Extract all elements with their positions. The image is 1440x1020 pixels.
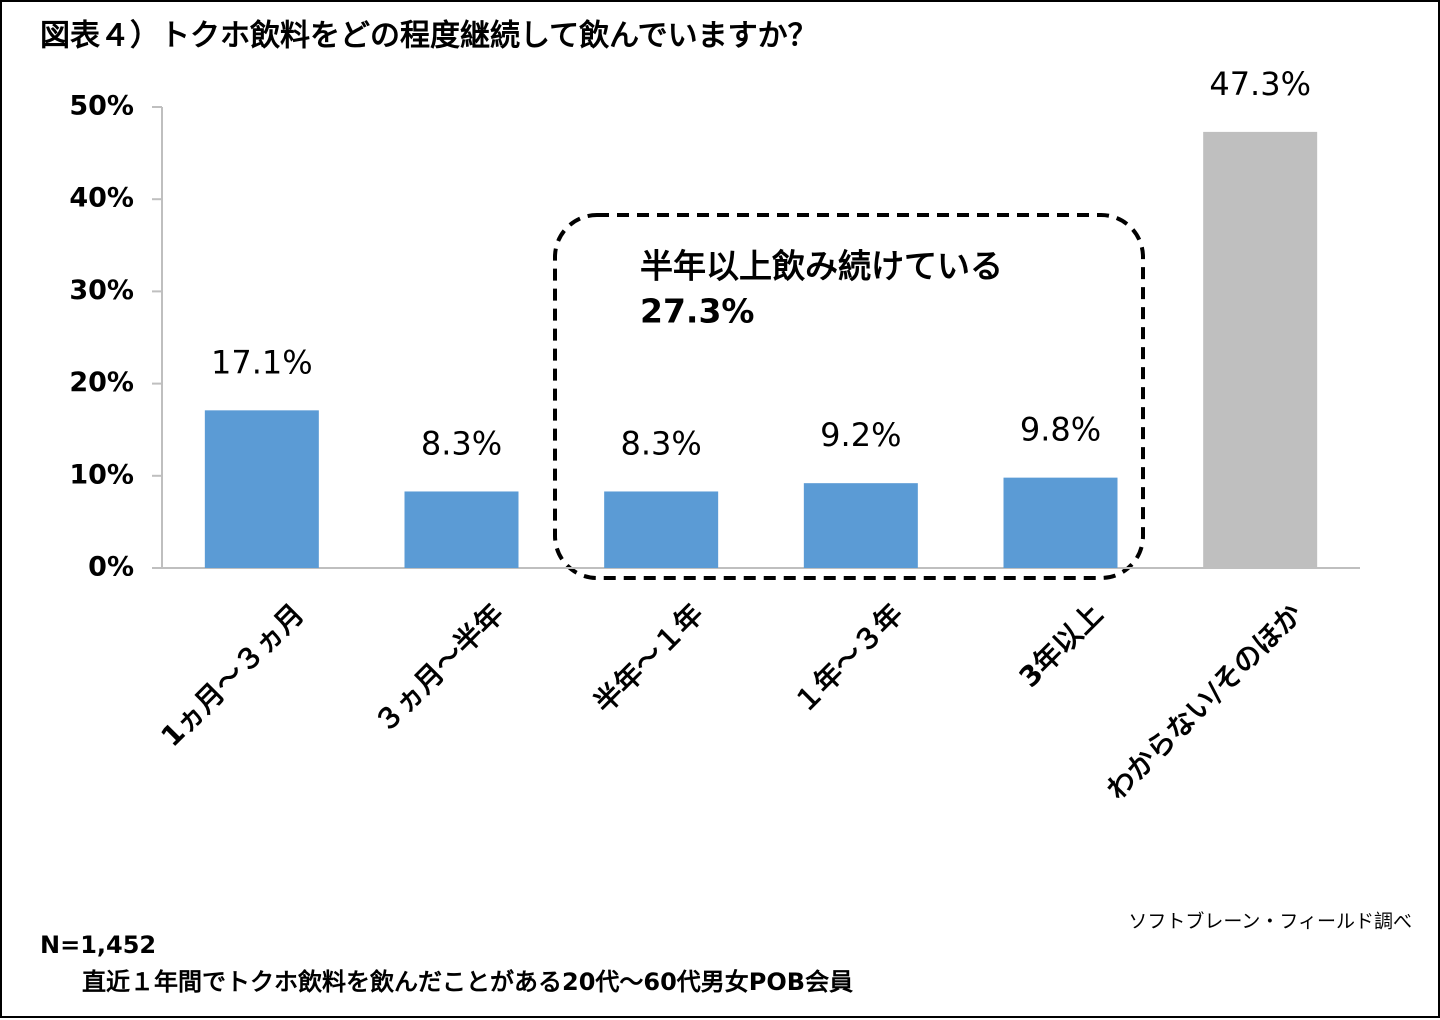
note: 直近１年間でトクホ飲料を飲んだことがある20代～60代男女POB会員 [82,968,853,996]
bar [1003,477,1118,568]
value-label: 9.2% [820,416,901,454]
bar [803,483,918,568]
y-tick-label: 10% [69,459,134,490]
y-tick-label: 50% [69,91,134,122]
chart-title: 図表４）トクホ飲料をどの程度継続して飲んでいますか？ [40,19,818,54]
value-label: 17.1% [211,343,313,381]
bar [204,410,319,568]
value-label: 9.8% [1020,411,1101,449]
bar [404,491,519,568]
highlight-box [553,213,1145,580]
y-tick-label: 20% [69,367,134,398]
note: N=1,452 [40,931,156,959]
source: ソフトブレーン・フィールド調べ [1128,910,1412,933]
bar [1203,131,1318,569]
y-tick-label: 0% [88,552,134,583]
annotation: 27.3% [640,292,755,331]
annotation: 半年以上飲み続けている [640,247,1003,286]
y-tick-label: 30% [69,275,134,306]
bar [604,491,719,568]
value-label: 8.3% [421,424,502,462]
value-label: 47.3% [1209,65,1311,103]
y-tick-label: 40% [69,183,134,214]
value-label: 8.3% [621,424,702,462]
